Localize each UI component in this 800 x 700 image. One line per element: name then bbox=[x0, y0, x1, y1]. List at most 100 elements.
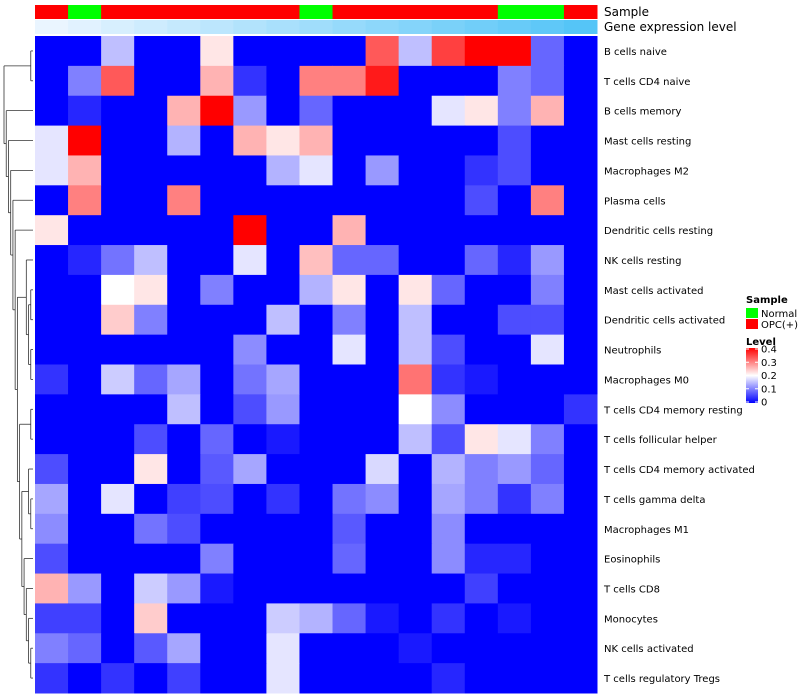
heatmap-cell bbox=[530, 36, 565, 67]
heatmap-cell bbox=[464, 394, 499, 425]
heatmap-cell bbox=[365, 185, 400, 216]
heatmap-cell bbox=[332, 663, 367, 694]
heatmap-cell bbox=[563, 483, 598, 515]
heatmap-cell bbox=[299, 155, 334, 186]
heatmap-cell bbox=[332, 573, 367, 604]
heatmap-cell bbox=[266, 245, 300, 276]
row-label: NK cells resting bbox=[604, 256, 681, 267]
expression-annotation-cell bbox=[101, 20, 135, 34]
heatmap-cell bbox=[332, 125, 367, 156]
expression-annotation-cell bbox=[35, 20, 69, 34]
expression-annotation-cell bbox=[200, 20, 234, 34]
row-label: T cells regulatory Tregs bbox=[603, 674, 720, 685]
expression-annotation-cell bbox=[464, 20, 499, 34]
heatmap-cell bbox=[200, 334, 234, 365]
heatmap-cell bbox=[464, 125, 499, 156]
heatmap-cell bbox=[68, 424, 102, 455]
heatmap-cell bbox=[68, 483, 102, 515]
heatmap-cell bbox=[233, 543, 267, 575]
heatmap-cell bbox=[134, 155, 168, 186]
heatmap-cell bbox=[497, 36, 532, 67]
heatmap-cell bbox=[68, 65, 102, 97]
heatmap-cell bbox=[431, 573, 466, 604]
sample-annotation-cell bbox=[530, 5, 565, 19]
heatmap-cell bbox=[530, 394, 565, 425]
heatmap-cell bbox=[35, 304, 69, 336]
heatmap-cell bbox=[365, 454, 400, 485]
heatmap-cell bbox=[398, 65, 433, 97]
heatmap-cell bbox=[35, 394, 69, 425]
heatmap-cell bbox=[464, 633, 499, 664]
heatmap-cell bbox=[68, 663, 102, 694]
heatmap-cell bbox=[398, 334, 433, 365]
heatmap-cell bbox=[200, 245, 234, 276]
heatmap-cell bbox=[35, 125, 69, 156]
row-label: T cells CD4 memory activated bbox=[603, 465, 755, 476]
sample-annotation-cell bbox=[134, 5, 168, 19]
heatmap-cell bbox=[101, 95, 135, 127]
heatmap-cell bbox=[299, 394, 334, 425]
heatmap-cell bbox=[563, 454, 598, 485]
heatmap-cell bbox=[431, 36, 466, 67]
heatmap-cell bbox=[266, 483, 300, 515]
heatmap-cell bbox=[101, 394, 135, 425]
heatmap-cell bbox=[35, 274, 69, 306]
heatmap-cell bbox=[365, 274, 400, 306]
heatmap-cell bbox=[365, 155, 400, 186]
heatmap-cell bbox=[167, 274, 201, 306]
heatmap-cell bbox=[233, 36, 267, 67]
row-label: Plasma cells bbox=[604, 196, 666, 207]
heatmap-cell bbox=[332, 245, 367, 276]
sample-annotation-cell bbox=[464, 5, 499, 19]
heatmap-cell bbox=[497, 125, 532, 156]
heatmap-cell bbox=[134, 245, 168, 276]
heatmap-cell bbox=[233, 304, 267, 336]
heatmap-cell bbox=[497, 394, 532, 425]
heatmap-cell bbox=[464, 65, 499, 97]
heatmap-cell bbox=[332, 304, 367, 336]
legend-label-opc: OPC(+) bbox=[761, 320, 798, 331]
heatmap-cell bbox=[68, 215, 102, 246]
heatmap-cell bbox=[266, 215, 300, 246]
heatmap-cell bbox=[266, 573, 300, 604]
heatmap-cell bbox=[398, 95, 433, 127]
heatmap-cell bbox=[35, 95, 69, 127]
heatmap-cell bbox=[101, 424, 135, 455]
heatmap-cell bbox=[167, 215, 201, 246]
heatmap-cell bbox=[68, 274, 102, 306]
heatmap-cell bbox=[134, 125, 168, 156]
annotation-label-sample: Sample bbox=[604, 5, 649, 19]
heatmap-cell bbox=[398, 215, 433, 246]
heatmap-cell bbox=[431, 274, 466, 306]
heatmap-cell bbox=[134, 603, 168, 634]
row-label: T cells CD4 naive bbox=[603, 77, 690, 88]
heatmap-cell bbox=[464, 95, 499, 127]
row-label: Dendritic cells resting bbox=[604, 226, 713, 237]
heatmap-cell bbox=[101, 663, 135, 694]
heatmap-cell bbox=[365, 125, 400, 156]
heatmap-cell bbox=[68, 185, 102, 216]
heatmap-cell bbox=[365, 95, 400, 127]
heatmap-cell bbox=[134, 394, 168, 425]
heatmap-cell bbox=[233, 663, 267, 694]
level-legend: Level 0.4 0.3 0.2 0.1 0 bbox=[746, 337, 777, 409]
heatmap-cell bbox=[398, 424, 433, 455]
heatmap-cell bbox=[464, 185, 499, 216]
heatmap-cell bbox=[530, 245, 565, 276]
heatmap-cell bbox=[200, 454, 234, 485]
sample-annotation-cell bbox=[200, 5, 234, 19]
heatmap-cell bbox=[35, 65, 69, 97]
heatmap-cell bbox=[167, 245, 201, 276]
heatmap-cell bbox=[68, 633, 102, 664]
heatmap-cell bbox=[266, 95, 300, 127]
heatmap-cell bbox=[398, 633, 433, 664]
heatmap-cell bbox=[530, 215, 565, 246]
heatmap-cells bbox=[35, 36, 598, 694]
sample-legend: Sample Normal OPC(+) bbox=[746, 295, 798, 331]
heatmap-cell bbox=[134, 36, 168, 67]
heatmap-cell bbox=[167, 155, 201, 186]
heatmap-cell bbox=[233, 334, 267, 365]
heatmap-cell bbox=[266, 543, 300, 575]
heatmap-cell bbox=[266, 663, 300, 694]
heatmap-cell bbox=[464, 364, 499, 395]
